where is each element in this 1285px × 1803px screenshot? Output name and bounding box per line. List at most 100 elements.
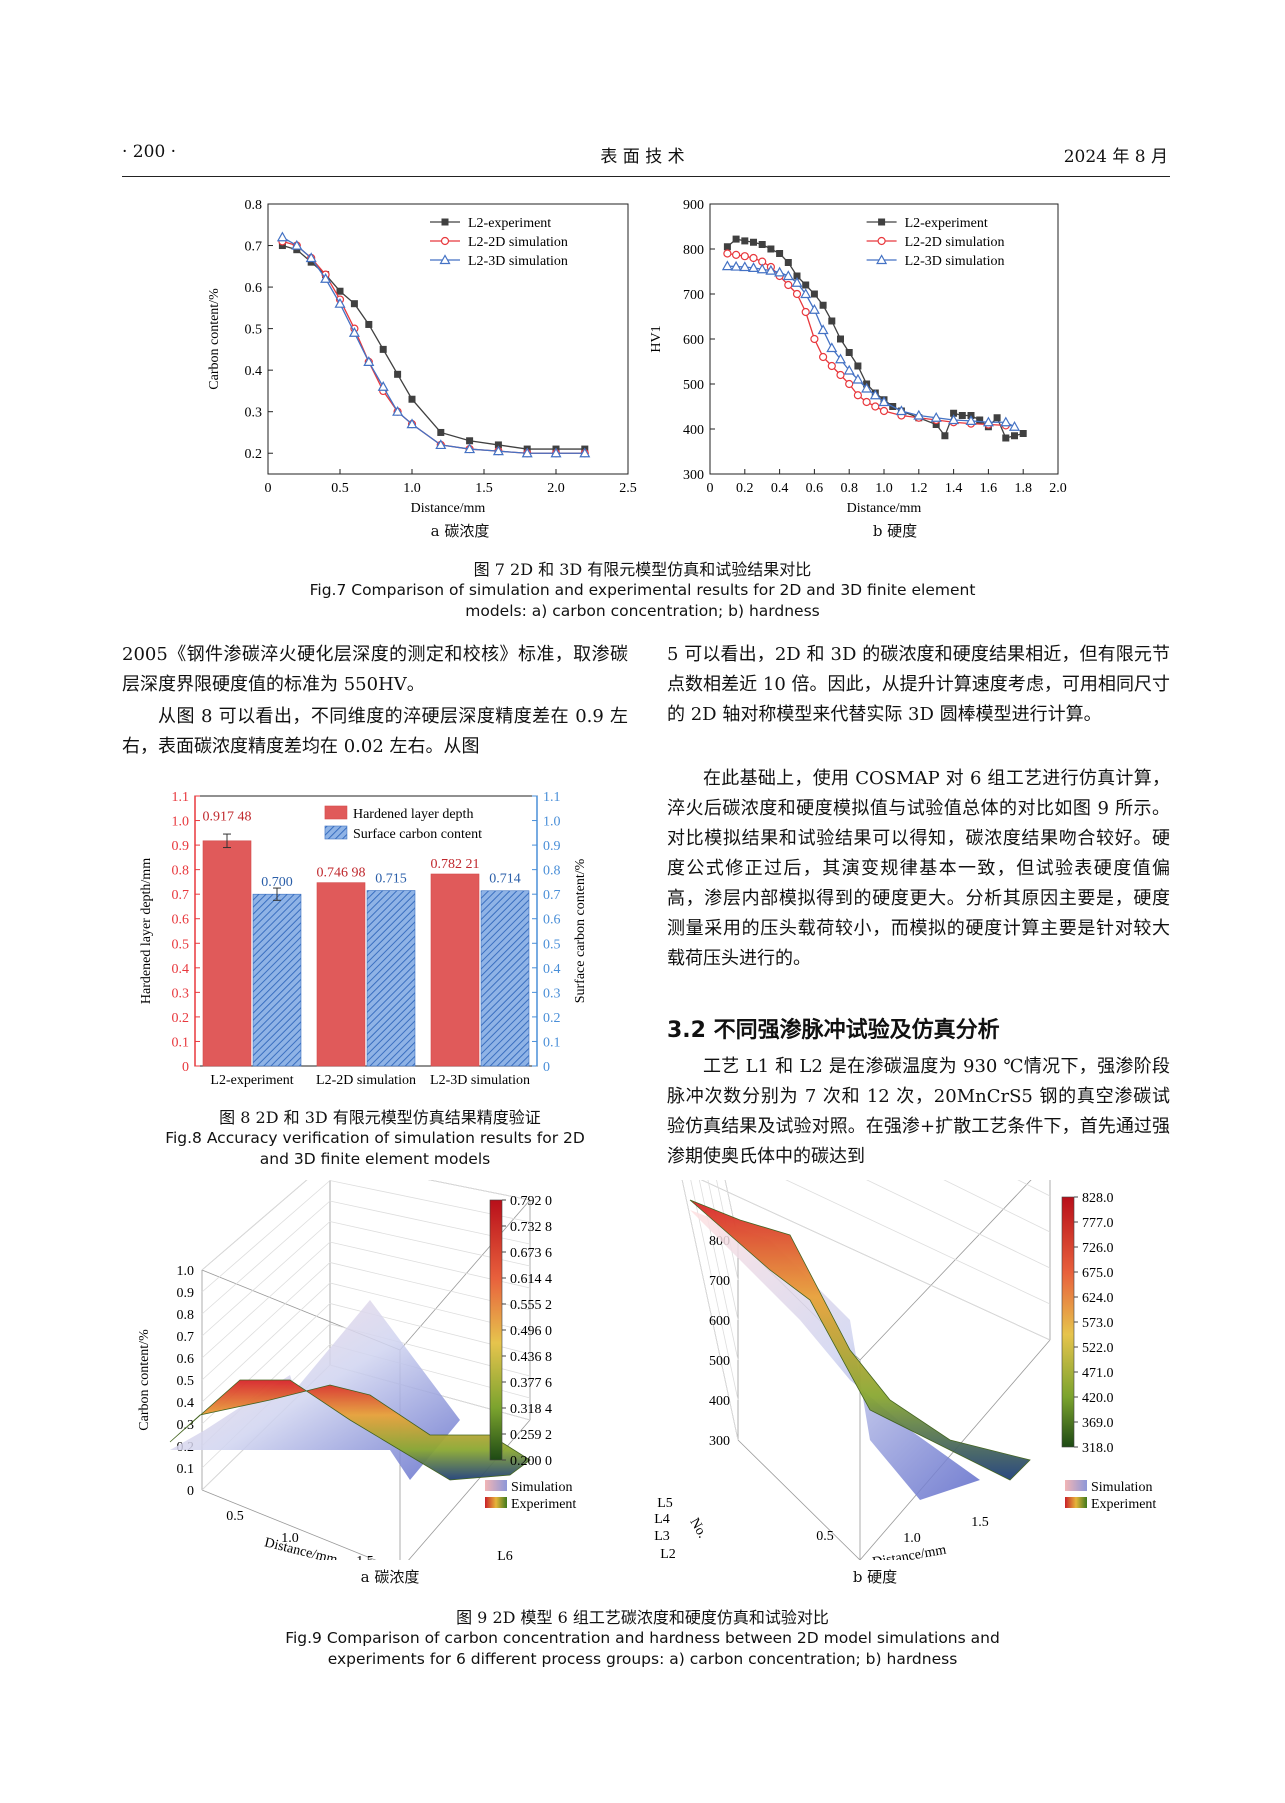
data-point (776, 250, 784, 257)
x-tick-label: 0 (707, 481, 714, 496)
y-tick-label: 0.8 (245, 198, 263, 213)
data-point (406, 418, 418, 429)
data-point (845, 379, 854, 389)
data-point (767, 245, 775, 253)
data-label: 0.782 21 (431, 857, 480, 872)
colorbar-label: 624.0 (1082, 1291, 1114, 1306)
experiment-surface (169, 1379, 531, 1481)
x-tick-label: 1.2 (910, 481, 928, 496)
data-point (791, 277, 803, 287)
legend-swatch (485, 1480, 507, 1491)
colorbar-label: 0.377 6 (510, 1376, 552, 1391)
y2-tick-label: 0.1 (543, 1035, 561, 1050)
fig8-caption-cn: 图 8 2D 和 3D 有限元模型仿真结果精度验证 (219, 1108, 541, 1127)
x-tick-label: 2.0 (547, 481, 565, 496)
y-tick-label: 0.7 (245, 240, 263, 255)
y2-tick-label: 0.9 (543, 839, 561, 854)
legend-label: L2-2D simulation (468, 235, 568, 250)
data-point (1000, 416, 1012, 427)
y2-tick-label: 0.3 (543, 986, 561, 1001)
x-tick-label: 0.8 (840, 481, 858, 496)
data-point (774, 266, 786, 277)
data-point (732, 235, 740, 243)
fig7b-subcaption: b 硬度 (872, 522, 918, 540)
grid-line (201, 1180, 531, 1293)
x-tick-label: 0.6 (806, 481, 824, 496)
x-tick-label: 1.0 (875, 481, 893, 496)
data-point (494, 441, 502, 449)
legend-marker (440, 236, 450, 246)
data-point (739, 261, 751, 272)
data-point (784, 280, 793, 290)
legend-swatch (1065, 1480, 1087, 1491)
colorbar-label: 777.0 (1082, 1216, 1114, 1231)
legend-marker (439, 254, 451, 265)
data-point (845, 349, 853, 356)
colorbar-label: 0.436 8 (510, 1350, 552, 1365)
y-tick-label: 0.7 (172, 888, 190, 903)
data-point (765, 264, 777, 275)
y-tick-label: 0.3 (172, 986, 190, 1001)
box-edge (201, 1180, 308, 1271)
data-point (869, 389, 881, 400)
colorbar-label: 0.259 2 (510, 1428, 552, 1443)
group-tick-label: L3 (654, 1529, 670, 1544)
data-point (756, 263, 768, 274)
legend-marker (878, 218, 886, 226)
plot-frame (267, 203, 629, 475)
data-point (819, 352, 828, 362)
x-tick-label: L2-2D simulation (316, 1073, 416, 1088)
y-tick-label: 0.1 (172, 1035, 190, 1050)
data-point (879, 406, 889, 416)
y2-tick-label: 0.2 (543, 1011, 561, 1026)
x-axis-label: Distance/mm (847, 501, 922, 516)
data-point (305, 252, 317, 263)
issue-date: 2024 年 8 月 (1063, 147, 1168, 167)
data-point (723, 243, 731, 251)
colorbar-label: 0.200 0 (510, 1454, 552, 1469)
z-tick-label: 500 (709, 1354, 730, 1369)
y2-tick-label: 0 (543, 1060, 550, 1075)
legend-swatch (324, 805, 348, 820)
y-tick-label: 1.1 (172, 790, 190, 805)
y-tick-label: 0.6 (245, 281, 263, 296)
fig7-caption-en-2: models: a) carbon concentration; b) hard… (465, 602, 820, 620)
legend-label: Simulation (511, 1480, 572, 1495)
data-point (377, 381, 389, 391)
data-point (854, 362, 862, 370)
bar-depth (202, 840, 252, 1067)
data-point (853, 391, 862, 400)
grid-line (201, 1200, 531, 1315)
data-point (307, 258, 315, 266)
z-tick-label: 0.6 (177, 1352, 195, 1367)
fig9-caption-cn: 图 9 2D 模型 6 组工艺碳浓度和硬度仿真和试验对比 (456, 1608, 829, 1627)
bar-depth (316, 882, 366, 1067)
y2-tick-label: 0.6 (543, 913, 561, 928)
series-line (282, 236, 585, 454)
y2-axis-label: Surface carbon content/% (573, 858, 588, 1003)
data-point (749, 253, 758, 263)
fig8-chart: 0 0 0.1 0.1 0.2 0.2 0.3 0.3 0.4 0.4 0.5 0.5 0.6 0.6 0.… (139, 790, 588, 1088)
left-paragraph-1: 2005《钢件渗碳淬火硬化层深度的测定和校核》标准，取渗碳层深度界限硬度值的标准… (122, 644, 628, 695)
data-point (793, 272, 801, 280)
data-point (721, 260, 733, 271)
data-point (320, 273, 332, 283)
data-point (950, 409, 958, 417)
data-point (958, 412, 966, 419)
x-tick-label: 1.5 (475, 481, 493, 496)
data-point (895, 405, 907, 416)
simulation-surface (690, 1210, 980, 1500)
page-number: · 200 · (122, 142, 177, 162)
y2-tick-label: 0.8 (543, 864, 561, 879)
legend-marker (877, 236, 886, 246)
z-tick-label: 0.5 (177, 1374, 195, 1389)
data-point (878, 396, 890, 407)
x-tick-label: 1.8 (1014, 481, 1031, 496)
colorbar-label: 0.318 4 (510, 1402, 552, 1417)
data-point (784, 259, 792, 266)
data-point (741, 237, 749, 245)
z-tick-label: 0.3 (177, 1418, 195, 1433)
data-point (948, 414, 960, 425)
y-axis-label: Hardened layer depth/mm (139, 858, 154, 1004)
data-point (1002, 434, 1010, 442)
